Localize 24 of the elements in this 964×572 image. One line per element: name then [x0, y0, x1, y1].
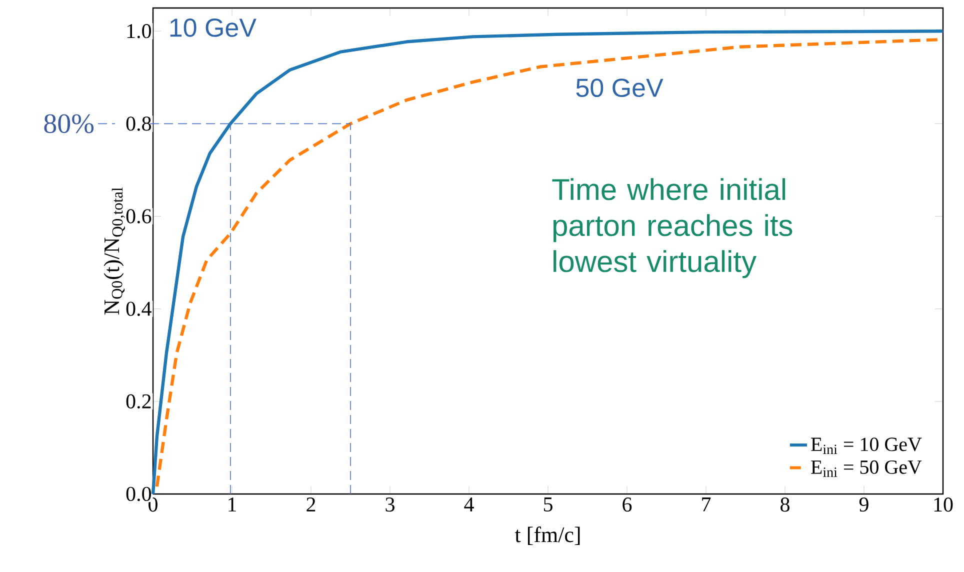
- legend-label: E$_{ini}$ = 10 GeV: [811, 438, 922, 454]
- annotation: 50 GeV: [576, 78, 664, 98]
- legend-label: E$_{ini}$ = 50 GeV: [811, 460, 922, 477]
- x-tick-label: 7: [702, 498, 711, 512]
- ref-line-label: 80%: [44, 114, 94, 134]
- x-axis-title: t [fm/c]: [514, 526, 580, 545]
- annotation: Time where initial parton reaches its lowest virtuality: [552, 178, 792, 278]
- x-tick-label: 3: [386, 498, 394, 512]
- y-tick-label: 0.0: [126, 486, 152, 502]
- y-tick-label: 0.6: [126, 209, 152, 224]
- x-tick-label: 4: [464, 498, 474, 512]
- annotation: 10 GeV: [170, 18, 256, 37]
- y-tick-label: 0.8: [126, 116, 152, 131]
- x-tick-label: 10: [934, 498, 953, 512]
- x-tick-label: 8: [780, 498, 790, 512]
- y-axis-title: N$_{Q0}$(t)/N$_{Q0,total}$: [104, 188, 126, 315]
- x-tick-label: 9: [859, 498, 868, 512]
- y-tick-label: 0.2: [126, 394, 151, 409]
- y-tick-label: 1.0: [127, 24, 152, 38]
- x-tick-label: 2: [306, 498, 316, 512]
- x-tick-label: 6: [622, 498, 632, 512]
- y-tick-label: 0.4: [126, 302, 152, 316]
- x-tick-label: 1: [228, 498, 236, 512]
- x-tick-label: 5: [544, 498, 552, 512]
